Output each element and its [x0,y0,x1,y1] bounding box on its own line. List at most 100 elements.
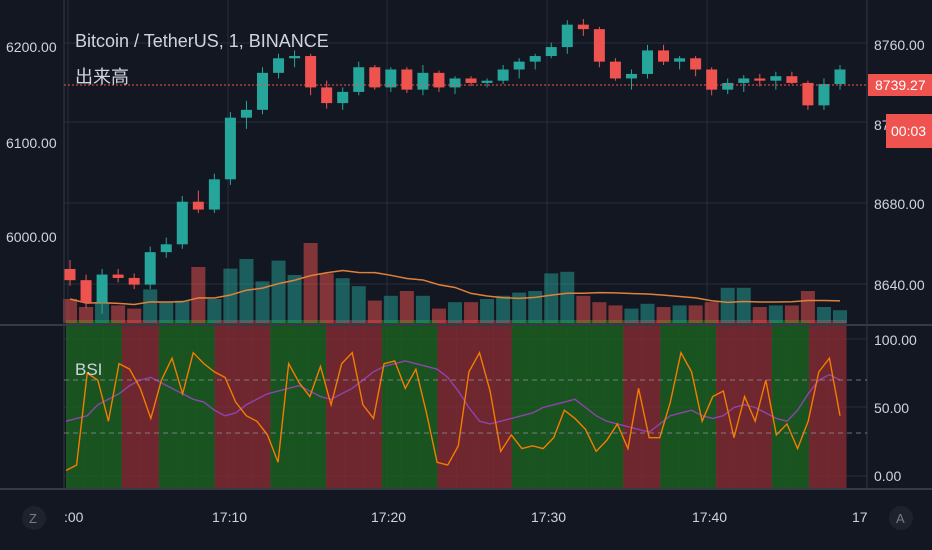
time-tick-00: :00 [64,509,84,525]
bsi-zone-up [288,320,308,489]
candle-body [449,78,461,88]
bsi-zone-up [307,320,327,489]
volume-bar [672,305,687,323]
candle-body [625,73,637,79]
volume-bar [223,268,238,323]
time-tick-1720: 17:20 [371,509,406,525]
volume-bar [512,292,527,323]
bsi-zone-up [678,320,698,489]
volume-bar [79,307,94,323]
zoom-reset-button[interactable] [22,506,46,530]
bsi-zones [66,320,847,489]
candle-body [144,252,156,285]
bsi-tick-100: 100.00 [874,332,917,348]
zoom-button-label: Z [29,511,37,526]
bsi-zone-down [827,320,847,489]
bsi-zone-up [697,320,717,489]
candle-body [497,69,509,81]
volume-bar [448,302,462,323]
bsi-zone-up [381,320,401,489]
volume-bar [752,307,767,323]
volume-bar [287,275,302,323]
candle-body [385,69,397,88]
candle-body [642,50,653,74]
volume-bar [768,305,783,323]
volume-bar [528,291,543,323]
candle-body [417,72,429,90]
candle-body [754,78,766,81]
volume-bar [271,260,286,323]
candle-body [305,56,317,88]
volume-bar [335,278,350,323]
countdown-badge [886,114,932,148]
volume-bar [207,299,222,323]
volume-bar [656,307,671,323]
candle-body [658,50,670,62]
volume-bar [480,299,495,323]
time-tick-partial: 17 [852,509,868,525]
volume-bar [255,281,270,323]
candle-body [802,82,814,106]
candle-body [786,76,798,83]
volume-bar [399,291,414,323]
volume-bar [239,259,254,323]
bsi-zone-up [400,320,420,489]
bsi-zone-up [567,320,587,489]
candle-body [674,58,686,62]
candle-body [513,61,525,70]
bsi-zone-down [233,320,253,489]
bsi-zone-down [623,320,643,489]
candle-body [192,201,204,210]
bsi-zone-down [641,320,661,489]
volume-bar [191,267,206,323]
bsi-zone-down [474,320,494,489]
volume-bar [127,308,142,323]
chart-title: Bitcoin / TetherUS, 1, BINANCE [75,31,329,51]
candle-body [593,29,605,62]
bsi-zone-up [511,320,531,489]
candle-body [80,280,92,303]
volume-bar [464,302,479,323]
volume-bar [367,300,382,323]
candle-body [208,179,220,210]
volume-bar [63,299,77,323]
current-price-value: 8739.27 [875,77,926,93]
volume-label: 出来高 [75,67,129,87]
right-tick-partial: 87 [874,117,890,133]
time-axis[interactable]: :00 17:10 17:20 17:30 17:40 17 [64,509,868,525]
auto-scale-button[interactable] [889,506,913,530]
candle-body [561,24,573,48]
bsi-zone-up [177,320,197,489]
volume-ma-line [69,269,841,306]
volume-bar [640,303,655,323]
bsi-lines [65,350,841,472]
volume-bar [816,307,831,323]
volume-bar [800,291,815,323]
bsi-zone-down [214,320,234,489]
candle-body [609,61,621,79]
bsi-zone-up [548,320,568,489]
volume-bar [496,295,511,323]
volume-bar [319,273,334,323]
candle-body [64,268,76,281]
candle-body [289,56,301,59]
volume-bar [833,310,847,323]
bsi-zone-down [493,320,513,489]
bsi-zone-down [344,320,364,489]
countdown-value: 00:03 [891,123,926,139]
bsi-zone-up [586,320,606,489]
volume-bar [592,302,607,323]
candle-body [481,80,493,83]
bsi-zone-down [140,320,160,489]
volume-bar [784,305,799,323]
volume-bar [704,302,719,323]
bsi-zone-up [158,320,178,489]
bsi-zone-up [103,320,123,489]
candle-body [577,24,589,30]
candle-body [96,274,108,303]
bsi-zone-down [456,320,476,489]
candle-body [337,91,349,104]
volume-bar [175,300,190,323]
candle-body [433,72,445,88]
